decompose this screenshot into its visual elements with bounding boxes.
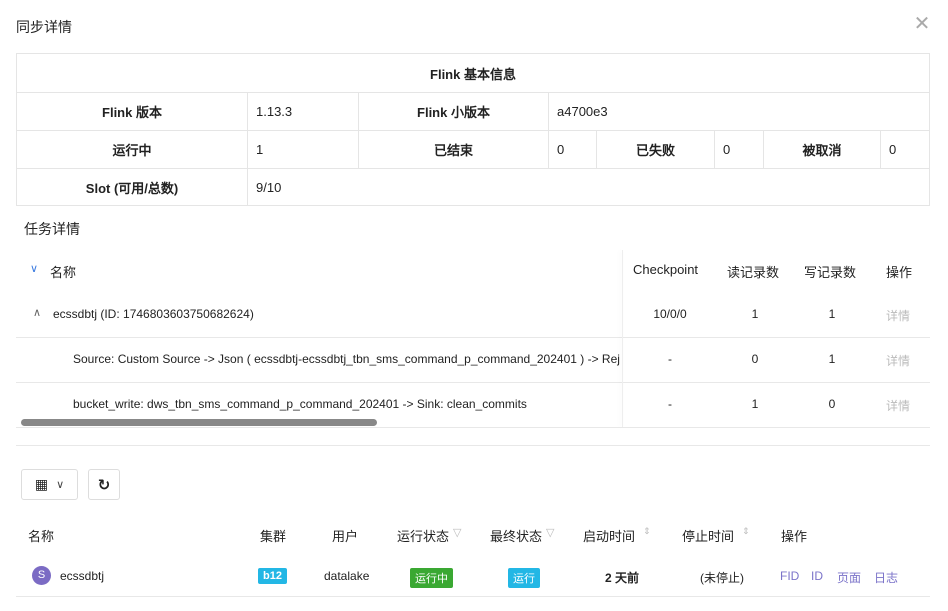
minor-value: a4700e3 xyxy=(549,93,929,131)
checkpoint: 10/0/0 xyxy=(653,307,687,321)
fid-link[interactable]: FID xyxy=(780,569,800,583)
grid-icon: ▦ xyxy=(34,476,49,492)
task-name: ecssdbtj (ID: 1746803603750682624) xyxy=(53,307,254,321)
running-label: 运行中 xyxy=(17,131,248,169)
read-count: 1 xyxy=(751,397,759,411)
version-value: 1.13.3 xyxy=(248,93,359,131)
col-start-time[interactable]: 启动时间 ⇕ xyxy=(583,526,651,545)
filter-icon[interactable]: ▽ xyxy=(453,527,462,539)
checkpoint: - xyxy=(668,397,672,411)
read-count: 1 xyxy=(751,307,759,321)
job-name[interactable]: ecssdbtj xyxy=(60,569,105,583)
running-value: 1 xyxy=(248,131,359,169)
chevron-up-icon[interactable]: ∧ xyxy=(33,307,42,319)
col-actions: 操作 xyxy=(781,529,808,544)
detail-link[interactable]: 详情 xyxy=(885,399,910,413)
failed-value: 0 xyxy=(715,131,764,169)
chevron-down-icon[interactable]: ∨ xyxy=(30,263,39,275)
finished-value: 0 xyxy=(549,131,597,169)
minor-label: Flink 小版本 xyxy=(359,93,549,131)
detail-link[interactable]: 详情 xyxy=(885,309,910,323)
page-link[interactable]: 页面 xyxy=(837,571,862,585)
col-read: 读记录数 xyxy=(727,265,780,280)
col-label: 启动时间 xyxy=(583,529,636,544)
write-count: 0 xyxy=(828,397,836,411)
id-link[interactable]: ID xyxy=(811,569,823,583)
slot-label: Slot (可用/总数) xyxy=(17,169,248,205)
col-checkpoint: Checkpoint xyxy=(633,262,699,277)
failed-label: 已失败 xyxy=(597,131,715,169)
checkpoint: - xyxy=(668,352,672,366)
cancelled-label: 被取消 xyxy=(764,131,881,169)
write-count: 1 xyxy=(828,352,836,366)
finished-label: 已结束 xyxy=(359,131,549,169)
col-label: 最终状态 xyxy=(490,529,543,544)
horizontal-scrollbar[interactable] xyxy=(21,419,377,426)
refresh-icon: ↻ xyxy=(97,476,111,494)
start-time: 2 天前 xyxy=(605,571,640,585)
detail-link[interactable]: 详情 xyxy=(885,354,910,368)
col-stop-time[interactable]: 停止时间 ⇕ xyxy=(682,526,750,545)
task-detail-title: 任务详情 xyxy=(24,221,80,237)
col-name: 名称 xyxy=(50,265,77,280)
col-label: 运行状态 xyxy=(397,529,450,544)
column-settings-button[interactable]: ▦ ∨ xyxy=(21,469,78,500)
col-final-state[interactable]: 最终状态 ▽ xyxy=(490,526,554,545)
col-run-state[interactable]: 运行状态 ▽ xyxy=(397,526,461,545)
read-count: 0 xyxy=(751,352,759,366)
slot-value: 9/10 xyxy=(256,179,282,195)
refresh-button[interactable]: ↻ xyxy=(88,469,120,500)
col-write: 写记录数 xyxy=(804,265,857,280)
log-link[interactable]: 日志 xyxy=(874,571,899,585)
col-label: 停止时间 xyxy=(682,529,735,544)
sort-icon[interactable]: ⇕ xyxy=(643,526,651,536)
flink-info-title: Flink 基本信息 xyxy=(17,54,929,93)
col-cluster: 集群 xyxy=(260,529,287,544)
chevron-down-icon: ∨ xyxy=(56,479,65,491)
col-name: 名称 xyxy=(28,529,55,544)
stop-time: (未停止) xyxy=(700,571,744,585)
task-name: bucket_write: dws_tbn_sms_command_p_comm… xyxy=(73,397,527,411)
col-action: 操作 xyxy=(886,265,913,280)
user: datalake xyxy=(324,569,370,583)
version-label: Flink 版本 xyxy=(17,93,248,131)
run-state-badge: 运行中 xyxy=(410,568,453,588)
close-icon[interactable]: ✕ xyxy=(913,13,931,35)
write-count: 1 xyxy=(828,307,836,321)
avatar: S xyxy=(32,566,51,585)
filter-icon[interactable]: ▽ xyxy=(546,527,555,539)
cluster-badge: b12 xyxy=(258,568,287,584)
fixed-column-divider xyxy=(622,250,623,428)
cancelled-value: 0 xyxy=(881,131,929,169)
dialog-title: 同步详情 xyxy=(16,19,72,35)
task-name: Source: Custom Source -> Json ( ecssdbtj… xyxy=(73,352,620,366)
flink-info-table: Flink 基本信息 Flink 版本 1.13.3 Flink 小版本 a47… xyxy=(16,53,930,206)
sort-icon[interactable]: ⇕ xyxy=(742,526,750,536)
col-user: 用户 xyxy=(332,529,359,544)
final-state-badge: 运行 xyxy=(508,568,540,588)
